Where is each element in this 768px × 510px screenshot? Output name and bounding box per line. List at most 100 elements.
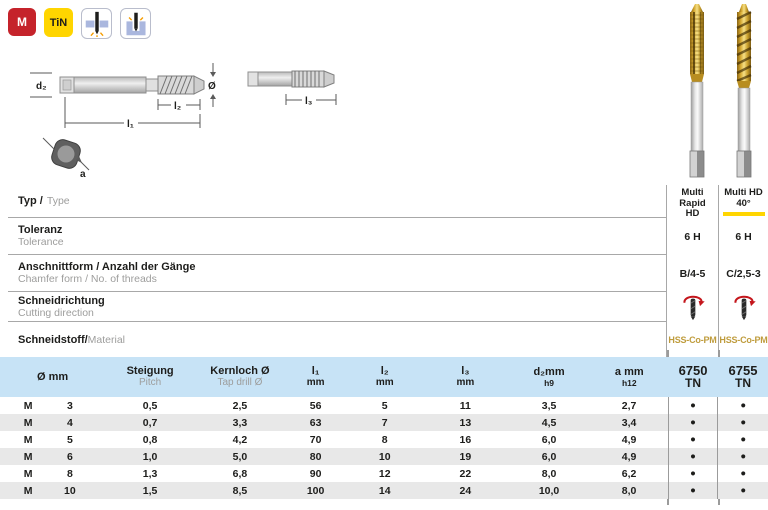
table-row: M 5 0,8 4,2 70 8 16 6,0 4,9 ● ● <box>0 431 768 448</box>
cell-l1: 70 <box>309 433 322 446</box>
cell-a: 2,7 <box>621 399 637 412</box>
photo-tap-multi-hd-40 <box>736 4 752 178</box>
cell-l3: 22 <box>459 467 472 480</box>
cell-sku_6755_tn: ● <box>717 414 768 431</box>
tin-coating-label: TiN <box>49 16 68 29</box>
cell-d2: 4,5 <box>541 416 557 429</box>
cell-a: 8,0 <box>621 484 637 497</box>
cell-tap_drill_dia: 8,5 <box>232 484 248 497</box>
cell-sku_6755_tn: ● <box>717 397 768 414</box>
spec-schneidstoff-de: Schneidstoff/ <box>18 333 88 346</box>
cell-pitch: 1,3 <box>142 467 158 480</box>
spec-section: Typ / Type Multi Rapid HD Multi HD 40° T… <box>8 185 768 357</box>
cell-a: 4,9 <box>621 450 637 463</box>
spec-row-anschnittform: Anschnittform / Anzahl der Gänge Chamfer… <box>8 255 666 292</box>
cell-l2: 5 <box>381 399 388 412</box>
product-name-line1: Multi HD <box>724 187 763 198</box>
toleranz-value-col1: 6 H <box>666 218 718 255</box>
cell-l1: 80 <box>309 450 322 463</box>
column-divider-stub <box>718 499 720 505</box>
anschnittform-value-col1: B/4-5 <box>666 255 718 292</box>
spec-typ-de: Typ / <box>18 195 43 207</box>
col-header-diameter: Ø mm <box>0 357 106 397</box>
cell-pitch: 0,8 <box>142 433 158 446</box>
spec-row-toleranz: Toleranz Tolerance <box>8 218 666 255</box>
cell-l1: 100 <box>306 484 325 497</box>
cell-d2: 6,0 <box>541 450 557 463</box>
drawing-label-d2: d₂ <box>36 81 47 92</box>
cutting-direction-col2 <box>718 292 768 322</box>
cell-l3: 19 <box>459 450 472 463</box>
col-header-l1: l₁ mm <box>284 357 347 397</box>
table-header-row: Ø mm Steigung Pitch Kernloch Ø Tap drill… <box>0 357 768 397</box>
cell-l2: 14 <box>378 484 391 497</box>
cell-pitch: 1,0 <box>142 450 158 463</box>
cell-tap_drill_dia: 2,5 <box>232 399 248 412</box>
cell-sku_6750_tn: ● <box>667 397 718 414</box>
cell-sku_6750_tn: ● <box>667 431 718 448</box>
cell-d2: 6,0 <box>541 433 557 446</box>
col-header-d2: d₂mm h9 <box>507 357 591 397</box>
table-row: M 4 0,7 3,3 63 7 13 4,5 3,4 ● ● <box>0 414 768 431</box>
cell-pitch: 0,5 <box>142 399 158 412</box>
cell-tap_drill_dia: 5,0 <box>232 450 248 463</box>
right-hand-rotation-icon <box>733 295 756 321</box>
cell-d2: 3,5 <box>541 399 557 412</box>
anschnittform-value-col2: C/2,5-3 <box>718 255 768 292</box>
cell-sku_6755_tn: ● <box>717 482 768 499</box>
cell-sku_6750_tn: ● <box>667 414 718 431</box>
cell-tap_drill_dia: 3,3 <box>232 416 248 429</box>
cell-sku_6755_tn: ● <box>717 448 768 465</box>
drawing-label-a: a <box>80 169 86 180</box>
metric-thread-badge: M <box>8 8 36 36</box>
cell-size: 10 <box>64 484 76 497</box>
col-header-pitch: Steigung Pitch <box>105 357 196 397</box>
cell-thread: M <box>23 433 33 446</box>
spec-row-schneidrichtung: Schneidrichtung Cutting direction <box>8 292 666 322</box>
col-header-l2: l₂ mm <box>346 357 424 397</box>
cell-d2: 10,0 <box>538 484 560 497</box>
cell-l2: 7 <box>381 416 388 429</box>
cell-a: 6,2 <box>621 467 637 480</box>
through-hole-icon <box>81 8 112 39</box>
spec-row-schneidstoff: Schneidstoff/ Material <box>8 322 666 357</box>
schneidstoff-value-col2: HSS-Co-PM <box>718 322 768 357</box>
right-hand-rotation-icon <box>682 295 705 321</box>
cell-size: 4 <box>66 416 73 429</box>
cell-l2: 10 <box>378 450 391 463</box>
product-name-line2: HD <box>685 208 700 219</box>
cell-l2: 8 <box>381 433 388 446</box>
drawing-label-l1: l₁ <box>127 119 134 130</box>
cell-thread: M <box>23 399 33 412</box>
cell-l1: 56 <box>309 399 322 412</box>
cell-size: 5 <box>66 433 73 446</box>
cell-thread: M <box>23 467 33 480</box>
col-header-6750-tn: 6750 TN <box>668 357 718 397</box>
toleranz-value-col2: 6 H <box>718 218 768 255</box>
spec-toleranz-en: Tolerance <box>18 236 64 248</box>
metric-thread-label: M <box>17 15 27 29</box>
cell-a: 3,4 <box>621 416 637 429</box>
cell-l3: 11 <box>459 399 471 412</box>
column-divider-stub <box>667 499 669 505</box>
product-photos <box>689 4 752 178</box>
table-row: M 10 1,5 8,5 100 14 24 10,0 8,0 ● ● <box>0 482 768 499</box>
column-divider-stub <box>667 350 669 357</box>
cell-sku_6755_tn: ● <box>717 465 768 482</box>
col-header-l3: l₃ mm <box>423 357 508 397</box>
cell-l3: 13 <box>459 416 472 429</box>
drawing-label-dia: Ø <box>208 81 216 92</box>
yellow-underline <box>722 212 765 216</box>
col-header-6755-tn: 6755 TN <box>717 357 768 397</box>
cell-thread: M <box>23 450 33 463</box>
cell-thread: M <box>23 484 33 497</box>
col-header-tap-drill: Kernloch Ø Tap drill Ø <box>195 357 285 397</box>
table-row: M 8 1,3 6,8 90 12 22 8,0 6,2 ● ● <box>0 465 768 482</box>
cell-sku_6750_tn: ● <box>667 448 718 465</box>
schneidstoff-value-col1: HSS-Co-PM <box>666 322 718 357</box>
badge-row: M TiN <box>8 8 151 39</box>
cell-l1: 90 <box>309 467 322 480</box>
dimension-table: Ø mm Steigung Pitch Kernloch Ø Tap drill… <box>0 357 768 499</box>
cell-size: 8 <box>66 467 73 480</box>
cell-l2: 12 <box>378 467 391 480</box>
